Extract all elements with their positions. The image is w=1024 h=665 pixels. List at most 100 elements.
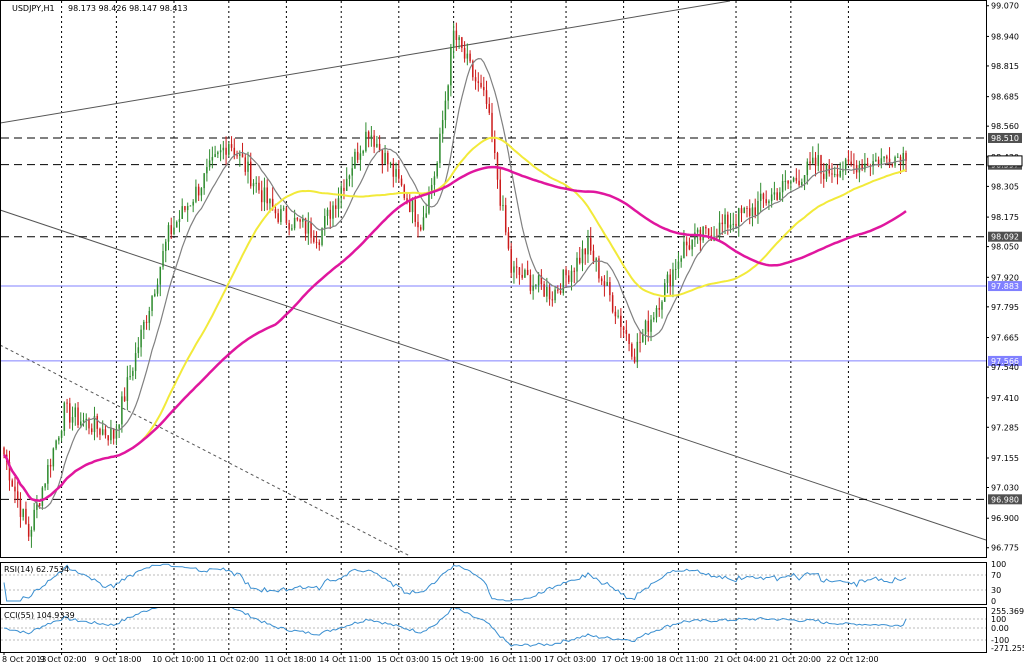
candle-body [307,222,310,234]
candle-body [814,157,817,166]
main-panel[interactable] [0,0,987,558]
rsi-line [3,563,907,602]
candle-body [554,289,556,301]
candle-body [244,157,247,172]
candles [3,22,907,548]
candle-body [8,462,11,481]
candle-body [658,307,661,310]
candle-body [310,222,312,238]
trendline-upper[interactable] [0,1,731,124]
candle-body [19,498,22,517]
cci-line [3,608,907,647]
candle-body [170,225,172,235]
candle-body [620,315,622,327]
trendline-lower[interactable] [0,209,986,541]
candle-body [537,275,540,286]
candle-body [293,217,296,229]
candle-body [132,370,134,376]
candle-body [529,274,532,291]
candle-body [230,144,233,148]
oscillator-grid [1,563,986,652]
candle-body [499,179,501,206]
candle-body [584,248,586,255]
candle-body [546,286,548,297]
x-tick-label: 15 Oct 19:00 [432,655,484,664]
candle-body [33,509,35,530]
candle-body [899,156,902,164]
candle-body [784,180,787,182]
candle-body [110,428,112,441]
candle-body [422,217,425,230]
candle-body [803,175,806,183]
candle-body [779,192,781,200]
candle-body [96,416,98,429]
candle-body [872,161,874,167]
candle-body [233,147,236,156]
candle-body [280,209,282,222]
candle-body [631,343,633,357]
candle-body [178,218,181,223]
candle-body [225,147,227,155]
x-tick-label: 17 Oct 19:00 [602,655,654,664]
candle-body [121,396,123,425]
candle-body [356,151,359,160]
candle-body [222,147,225,151]
candle-body [63,402,66,431]
price-levels[interactable] [1,137,986,500]
candle-body [192,201,194,206]
candle-body [548,286,551,300]
candle-body [633,356,636,363]
y-tick-label: 98.685 [991,93,1019,102]
price-axis: 98.51098.39798.09297.88397.56696.98099.0… [986,2,1024,653]
candle-body [770,194,773,202]
candle-body [296,217,299,220]
y-tick-label: 97.795 [991,303,1019,312]
cci-panel[interactable] [0,607,987,653]
candle-body [282,208,285,210]
candle-body [672,269,674,287]
candle-body [258,182,260,191]
trendline-dashed[interactable] [0,344,411,556]
candle-body [683,241,685,259]
y-tick-label: 97.540 [991,363,1019,372]
candle-body [359,153,362,160]
trendlines[interactable] [0,1,986,556]
candle-body [494,138,496,154]
candle-body [798,180,800,186]
candle-body [817,155,820,166]
moving-averages [2,57,907,509]
candle-body [392,163,395,177]
candle-body [724,214,726,225]
candle-body [167,225,170,242]
candle-body [502,205,504,207]
candle-body [768,201,770,204]
candle-body [787,180,789,184]
candle-body [200,188,203,196]
candle-body [463,47,466,59]
candle-body [504,205,507,233]
candle-body [186,206,189,211]
candle-body [115,428,118,439]
candle-body [129,375,131,378]
candle-body [570,270,573,282]
candle-body [66,402,68,404]
candle-body [636,341,639,363]
candle-body [883,156,885,159]
candle-body [241,154,244,158]
candle-body [776,192,778,200]
candle-body [411,199,414,213]
candle-body [886,156,888,159]
y-tick-label: 98.940 [991,32,1019,41]
candle-body [598,258,600,279]
candle-body [370,135,373,138]
price-level-tag [988,355,1022,366]
candle-body [639,341,641,343]
candle-body [540,275,543,285]
candle-body [628,333,630,344]
cci-tick-label: -100 [991,636,1009,645]
rsi-panel[interactable] [0,562,987,605]
candle-body [825,165,828,179]
candle-body [173,227,175,235]
candle-body [38,503,41,506]
candle-body [14,486,16,492]
